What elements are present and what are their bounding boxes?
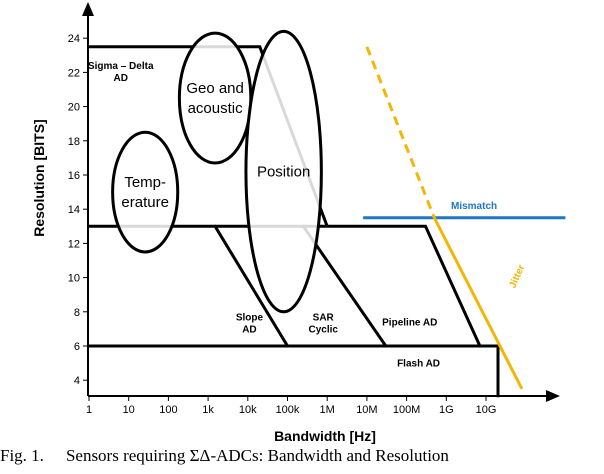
y-tick-label: 10 [68, 273, 80, 285]
y-tick-label: 20 [68, 102, 80, 114]
y-axis-title: Resolution [BITS] [31, 119, 47, 236]
bubble-position [244, 29, 323, 314]
y-axis-arrow [82, 2, 94, 16]
y-ticks: 4 6 8 10 12 14 16 18 20 22 24 [68, 33, 88, 387]
y-tick-label: 22 [68, 67, 80, 79]
jitter-label: Jitter [507, 263, 527, 290]
bubble-label: erature [121, 194, 169, 211]
x-axis-arrow [546, 390, 560, 402]
y-tick-label: 14 [68, 204, 80, 216]
limit-lines [363, 46, 566, 390]
x-axis [88, 390, 560, 402]
jitter-line [432, 217, 524, 390]
x-tick-label: 10k [239, 404, 257, 416]
x-tick-label: 1G [439, 404, 454, 416]
x-tick-label: 100 [159, 404, 177, 416]
region-label-sar-cyclic: SAR [313, 312, 335, 323]
bubble-label: acoustic [188, 100, 244, 117]
x-ticks: 1 10 100 1k 10k 100k 1M 10M 100M 1G 10G [86, 396, 496, 416]
region-label-slope-ad: Slope [236, 312, 264, 323]
x-tick-label: 10G [476, 404, 497, 416]
caption-text: Sensors requiring ΣΔ-ADCs: Bandwidth and… [65, 446, 449, 465]
bubble-temperature [111, 130, 180, 254]
region-label-sar-cyclic: Cyclic [308, 324, 338, 335]
figure-caption: Fig. 1. Sensors requiring ΣΔ-ADCs: Bandwi… [0, 446, 604, 466]
y-tick-label: 6 [74, 341, 80, 353]
region-label-pipeline-ad: Pipeline AD [382, 317, 437, 328]
application-bubbles: Temp-erature Geo and acoustic Position [111, 29, 323, 314]
region-label-sigma-delta-ad: Sigma – Delta [88, 61, 154, 72]
chart: 1 10 100 1k 10k 100k 1M 10M 100M 1G 10G 4 6 8 10 12 14 1… [31, 2, 566, 444]
x-tick-label: 1 [86, 404, 92, 416]
mismatch-label: Mismatch [451, 201, 497, 212]
x-tick-label: 1M [320, 404, 335, 416]
y-tick-label: 12 [68, 238, 80, 250]
y-tick-label: 16 [68, 170, 80, 182]
region-boundary-flash-ad [89, 344, 500, 398]
bubble-geo-and-acoustic [177, 31, 253, 165]
bubble-label: Temp- [124, 174, 166, 191]
jitter-line-dashed [365, 46, 436, 219]
x-tick-label: 10 [123, 404, 135, 416]
x-tick-label: 100k [276, 404, 300, 416]
y-axis [82, 2, 94, 396]
bubble-label: Geo and [186, 80, 244, 97]
region-boundary-pipeline-ad [303, 224, 482, 347]
y-tick-label: 24 [68, 33, 80, 45]
x-tick-label: 1k [202, 404, 214, 416]
y-tick-label: 8 [74, 307, 80, 319]
x-axis-title: Bandwidth [Hz] [274, 428, 376, 444]
x-tick-label: 10M [356, 404, 377, 416]
region-label-sigma-delta-ad: AD [114, 73, 128, 84]
y-tick-label: 4 [74, 375, 80, 387]
y-tick-label: 18 [68, 136, 80, 148]
region-label-flash-ad: Flash AD [397, 359, 440, 370]
region-label-slope-ad: AD [242, 324, 256, 335]
bubble-label: Position [257, 164, 310, 181]
caption-label: Fig. 1. [0, 446, 44, 465]
x-tick-label: 100M [393, 404, 421, 416]
